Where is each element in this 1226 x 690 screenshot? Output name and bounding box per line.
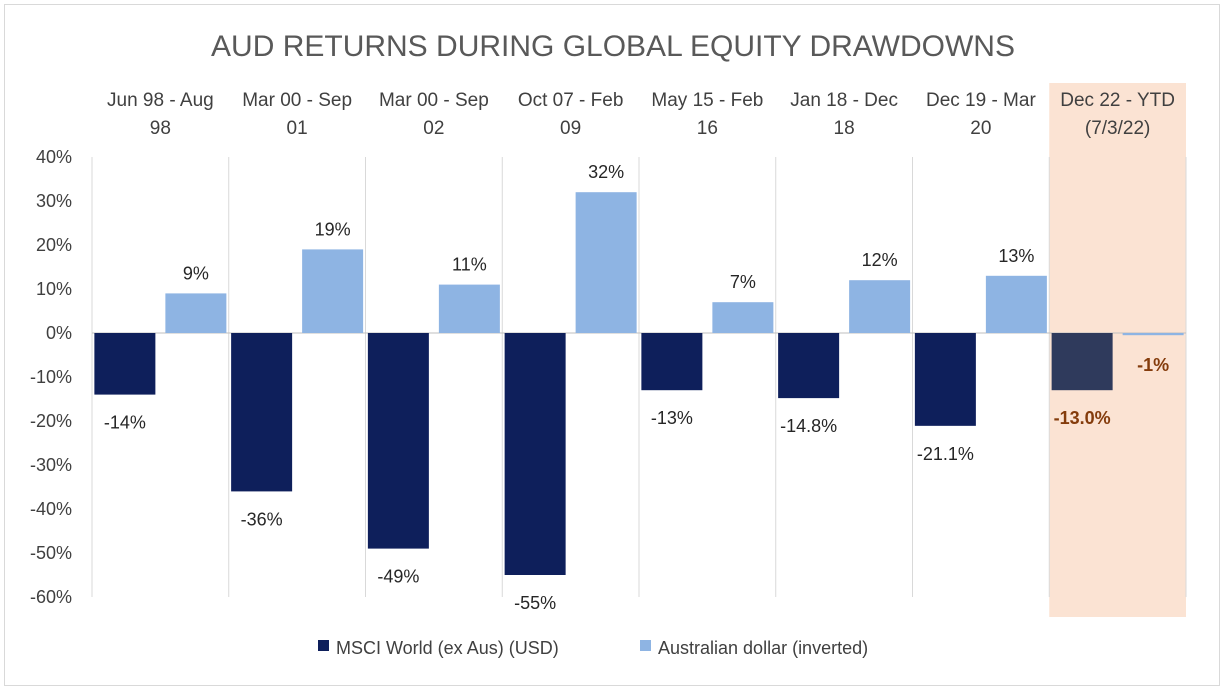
data-labels: -14% -36% -49% -55% -13% -14.8% -21.1% -13.0% 9%… bbox=[104, 162, 1169, 613]
aud-bar bbox=[165, 293, 227, 333]
aud-bar bbox=[575, 192, 637, 333]
category-labels: Jun 98 - Aug 98 Mar 00 - Sep 01 Mar 00 - Sep… bbox=[107, 90, 1175, 139]
y-tick-label: -10% bbox=[30, 367, 72, 387]
category-label: Jun 98 - Aug bbox=[107, 90, 214, 111]
category-label: Oct 07 - Feb bbox=[518, 90, 624, 111]
y-tick-label: -60% bbox=[30, 587, 72, 607]
y-tick-label: 20% bbox=[36, 235, 72, 255]
category-label: 16 bbox=[697, 118, 718, 139]
category-label: Mar 00 - Sep bbox=[242, 90, 352, 111]
category-label: Jan 18 - Dec bbox=[790, 90, 898, 111]
msci-data-label: -14% bbox=[104, 413, 146, 433]
legend-label-msci: MSCI World (ex Aus) (USD) bbox=[336, 638, 559, 658]
msci-bar bbox=[914, 333, 976, 426]
msci-data-label: -55% bbox=[514, 593, 556, 613]
msci-data-label: -49% bbox=[377, 567, 419, 587]
aud-bar bbox=[302, 249, 364, 333]
msci-data-label: -13.0% bbox=[1054, 408, 1111, 428]
category-label: 01 bbox=[287, 118, 308, 139]
aud-bar bbox=[712, 302, 774, 333]
y-tick-label: 0% bbox=[46, 323, 72, 343]
aud-data-label: 7% bbox=[730, 272, 756, 292]
chart-title: AUD RETURNS DURING GLOBAL EQUITY DRAWDOW… bbox=[211, 30, 1015, 63]
aud-data-label: 9% bbox=[183, 263, 209, 283]
aud-data-label: 12% bbox=[862, 250, 898, 270]
msci-data-label: -14.8% bbox=[780, 416, 837, 436]
category-label: Dec 19 - Mar bbox=[926, 90, 1036, 111]
y-tick-label: 10% bbox=[36, 279, 72, 299]
category-label: 18 bbox=[834, 118, 855, 139]
chart-frame bbox=[4, 4, 1220, 686]
legend: MSCI World (ex Aus) (USD) Australian doll… bbox=[318, 638, 868, 658]
aud-data-label: -1% bbox=[1137, 355, 1169, 375]
y-tick-label: -30% bbox=[30, 455, 72, 475]
category-label: Dec 22 - YTD bbox=[1060, 90, 1175, 111]
msci-bar bbox=[641, 333, 703, 391]
msci-bar bbox=[1051, 333, 1113, 391]
aud-bar bbox=[849, 280, 911, 333]
msci-bar bbox=[778, 333, 840, 399]
aud-bar bbox=[985, 275, 1047, 333]
msci-bar bbox=[94, 333, 156, 395]
y-tick-label: -40% bbox=[30, 499, 72, 519]
category-label: 20 bbox=[970, 118, 991, 139]
aud-bar bbox=[438, 284, 500, 333]
category-label: 09 bbox=[560, 118, 581, 139]
msci-data-label: -21.1% bbox=[917, 444, 974, 464]
aud-data-label: 13% bbox=[998, 246, 1034, 266]
category-label: Mar 00 - Sep bbox=[379, 90, 489, 111]
bars bbox=[94, 192, 1184, 575]
msci-bar bbox=[231, 333, 293, 492]
msci-bar bbox=[367, 333, 429, 549]
category-label: 98 bbox=[150, 118, 171, 139]
y-tick-label: -50% bbox=[30, 543, 72, 563]
y-tick-label: 30% bbox=[36, 191, 72, 211]
category-label: (7/3/22) bbox=[1085, 118, 1150, 139]
legend-swatch-aud bbox=[640, 640, 651, 651]
y-tick-label: 40% bbox=[36, 147, 72, 167]
category-label: 02 bbox=[423, 118, 444, 139]
y-tick-label: -20% bbox=[30, 411, 72, 431]
aud-bar bbox=[1122, 333, 1184, 336]
y-axis: 40% 30% 20% 10% 0% -10% -20% -30% -40% -50% -60% bbox=[30, 147, 72, 607]
aud-data-label: 19% bbox=[315, 219, 351, 239]
msci-data-label: -36% bbox=[241, 509, 283, 529]
aud-data-label: 11% bbox=[452, 255, 487, 275]
category-label: May 15 - Feb bbox=[651, 90, 763, 111]
legend-swatch-msci bbox=[318, 640, 329, 651]
msci-bar bbox=[504, 333, 566, 575]
msci-data-label: -13% bbox=[651, 408, 693, 428]
aud-data-label: 32% bbox=[588, 162, 624, 182]
legend-label-aud: Australian dollar (inverted) bbox=[658, 638, 868, 658]
